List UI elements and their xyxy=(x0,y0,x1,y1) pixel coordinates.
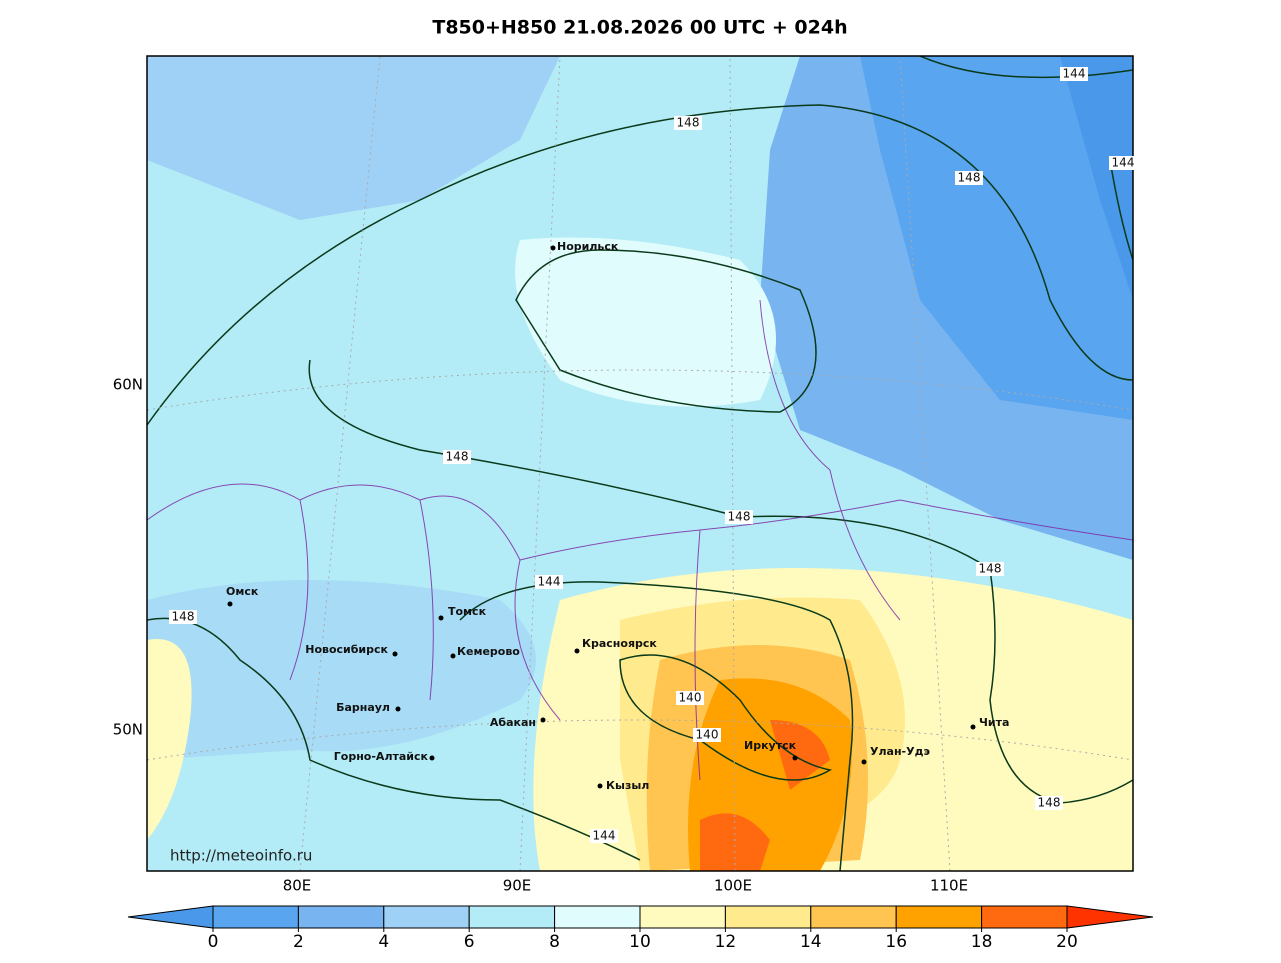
cities: Норильск Омск Томск Новосибирск Кемерово Крас… xyxy=(226,240,1009,792)
lon-label: 100E xyxy=(714,877,752,895)
colorbar-tick-label: 18 xyxy=(971,932,993,952)
contour-label-bg xyxy=(1060,67,1088,81)
city-label: Омск xyxy=(226,585,259,598)
contour-label: 144 xyxy=(1112,156,1135,170)
contour-label: 148 xyxy=(979,562,1002,576)
colorbar-box xyxy=(554,905,641,929)
city-label: Кемерово xyxy=(457,645,520,658)
contour-label: 148 xyxy=(172,610,195,624)
contour-label: 144 xyxy=(593,829,616,843)
contour-label: 148 xyxy=(677,116,700,130)
contour-label: 148 xyxy=(1038,796,1061,810)
city-dot xyxy=(792,755,798,761)
colorbar-box xyxy=(981,905,1068,929)
city-dot xyxy=(550,245,556,251)
city-dot xyxy=(540,717,546,723)
city-label: Томск xyxy=(448,605,487,618)
city-dot xyxy=(861,759,867,765)
map-field xyxy=(147,56,1133,871)
colorbar-box xyxy=(297,905,385,929)
city-dot xyxy=(597,783,603,789)
contour-label: 140 xyxy=(679,691,702,705)
colorbar-box xyxy=(810,905,897,929)
contour-label-bg xyxy=(955,171,983,185)
contour-label: 148 xyxy=(958,171,981,185)
city-label: Красноярск xyxy=(582,637,657,650)
city-dot xyxy=(574,648,580,654)
city-label: Кызыл xyxy=(606,779,649,792)
contour-label: 148 xyxy=(446,450,469,464)
colorbar-tick-label: 10 xyxy=(629,932,651,952)
colorbar-box xyxy=(639,905,726,929)
colorbar-box xyxy=(212,905,299,929)
city-dot xyxy=(970,724,976,730)
map-frame xyxy=(146,55,1134,872)
contour-label-bg xyxy=(693,728,721,742)
colorbar-tick-label: 12 xyxy=(715,932,737,952)
contour-label-bg xyxy=(674,116,702,130)
lat-label: 50N xyxy=(113,721,143,739)
contour-label-bg xyxy=(590,829,618,843)
colorbar: 0 2 4 6 8 10 12 14 16 18 20 xyxy=(127,905,1154,952)
contour-label-bg xyxy=(443,450,471,464)
colorbar-tick-label: 0 xyxy=(208,932,219,952)
city-label: Чита xyxy=(979,716,1009,729)
city-label: Норильск xyxy=(557,240,619,253)
contour-label-bg xyxy=(1109,156,1137,170)
contour-label-bg xyxy=(725,510,753,524)
colorbar-tick-label: 8 xyxy=(549,932,560,952)
colorbar-over xyxy=(1066,905,1154,929)
city-label: Иркутск xyxy=(744,739,797,752)
contour-label: 144 xyxy=(538,575,561,589)
source-url: http://meteoinfo.ru xyxy=(170,847,312,865)
colorbar-tick-label: 2 xyxy=(293,932,304,952)
colorbar-tick-label: 16 xyxy=(885,932,907,952)
colorbar-box xyxy=(383,905,470,929)
colorbar-box xyxy=(724,905,812,929)
contour-label: 144 xyxy=(1063,67,1086,81)
lon-label: 80E xyxy=(283,877,312,895)
lon-label: 90E xyxy=(503,877,532,895)
contour-label: 140 xyxy=(696,728,719,742)
city-label: Новосибирск xyxy=(305,643,388,656)
colorbar-tick-label: 6 xyxy=(464,932,475,952)
colorbar-under xyxy=(127,905,214,929)
contour-label-bg xyxy=(535,575,563,589)
contour-label-bg xyxy=(1035,796,1063,810)
city-dot xyxy=(227,601,233,607)
colorbar-box xyxy=(895,905,983,929)
contour-label-bg xyxy=(976,562,1004,576)
city-dot xyxy=(438,615,444,621)
colorbar-tick-label: 14 xyxy=(800,932,822,952)
contour-label-bg xyxy=(169,610,197,624)
colorbar-tick-label: 4 xyxy=(378,932,389,952)
city-label: Барнаул xyxy=(336,701,390,714)
city-label: Горно-Алтайск xyxy=(334,750,429,763)
contour-label: 148 xyxy=(728,510,751,524)
colorbar-tick-label: 20 xyxy=(1056,932,1078,952)
contour-labels: 144 144 148 148 148 148 148 148 144 140 140 148 144 xyxy=(169,67,1137,843)
city-dot xyxy=(392,651,398,657)
lon-label: 110E xyxy=(930,877,968,895)
lat-label: 60N xyxy=(113,376,143,394)
colorbar-box xyxy=(468,905,556,929)
contour-label-bg xyxy=(676,691,704,705)
title: T850+H850 21.08.2026 00 UTC + 024h xyxy=(432,17,847,39)
city-dot xyxy=(450,653,456,659)
city-dot xyxy=(395,706,401,712)
city-label: Абакан xyxy=(490,716,536,729)
city-label: Улан-Удэ xyxy=(870,745,930,758)
city-dot xyxy=(429,755,435,761)
